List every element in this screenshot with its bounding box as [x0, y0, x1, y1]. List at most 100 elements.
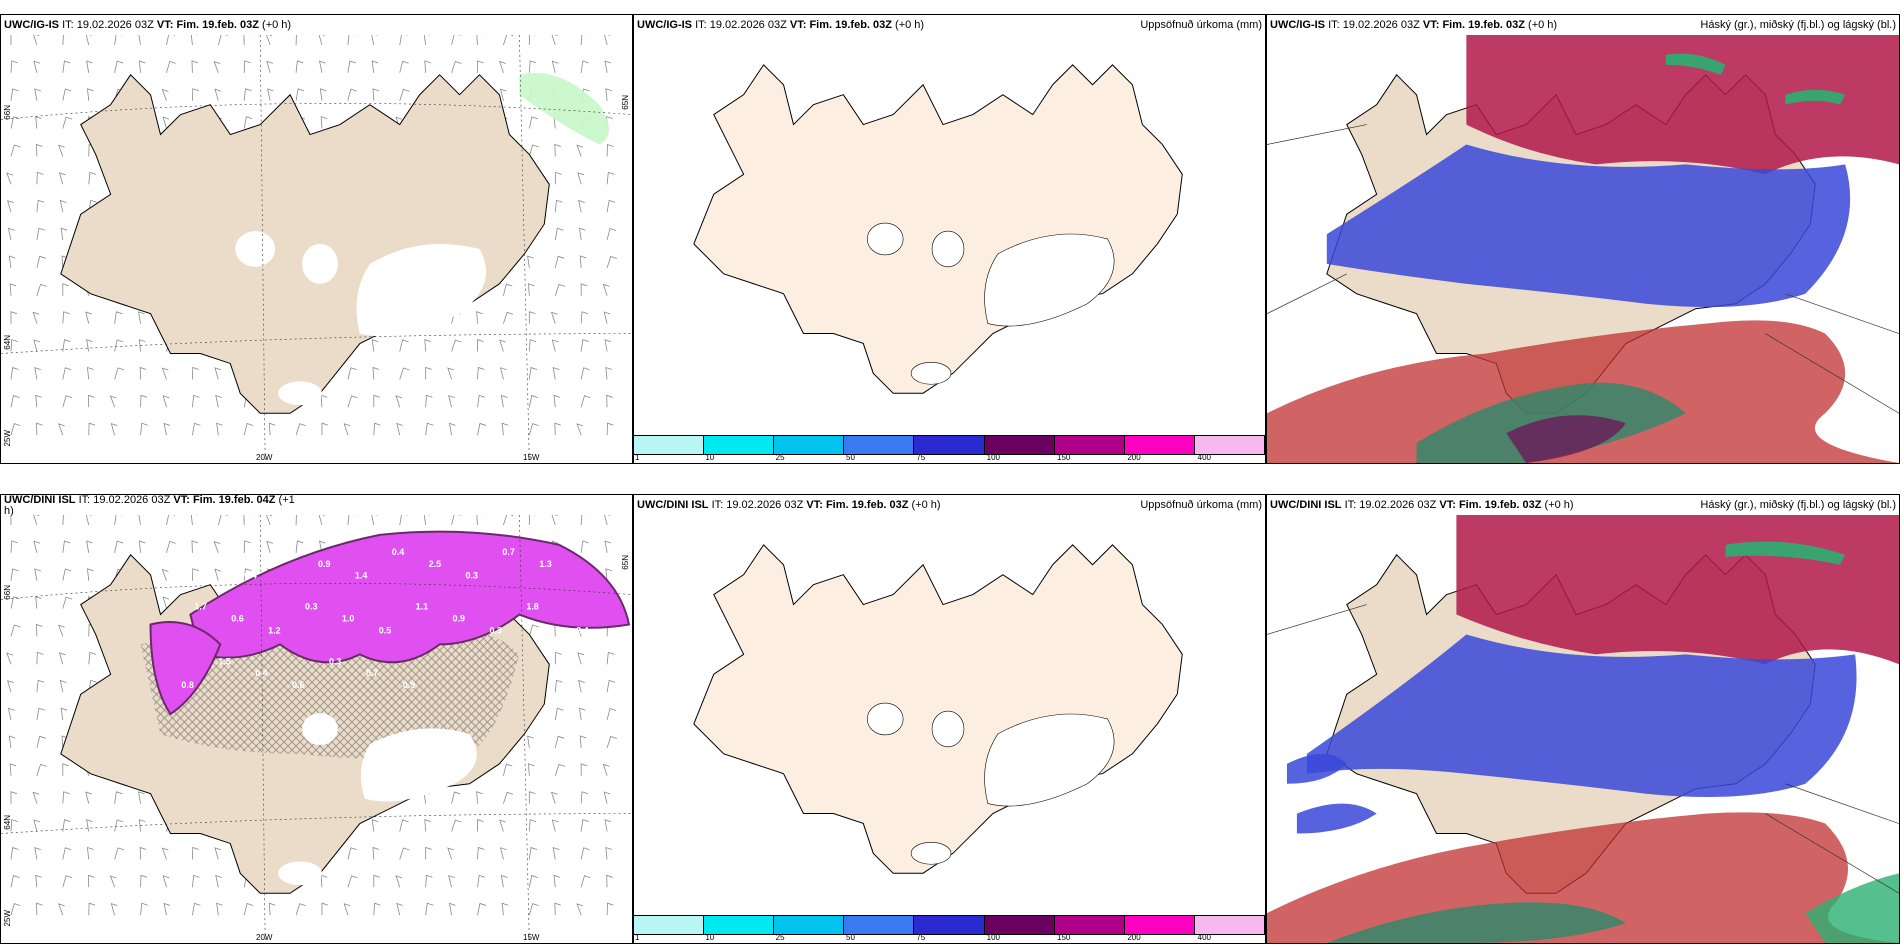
wind-barb: [191, 540, 199, 553]
wind-barb: [476, 35, 483, 45]
wind-barb: [62, 116, 73, 129]
wind-barb: [62, 311, 70, 324]
wind-barb: [606, 256, 617, 269]
precip-value-label: 0.4: [244, 571, 256, 581]
wind-barb: [606, 736, 617, 749]
wind-barb: [10, 339, 18, 352]
lat-label-right: 65N: [621, 95, 630, 110]
wind-barb: [36, 902, 43, 916]
wind-barb: [163, 902, 171, 916]
wind-barb: [343, 423, 351, 436]
wind-barb: [62, 596, 73, 609]
wind-barb: [577, 652, 584, 665]
wind-barb: [371, 35, 378, 46]
wind-barb: [35, 874, 42, 888]
wind-barb: [580, 339, 589, 352]
wind-barb: [528, 35, 536, 45]
wind-barb: [62, 763, 69, 776]
colorbar-cell: [914, 436, 985, 454]
wind-barb: [243, 568, 252, 581]
wind-barb: [451, 60, 462, 73]
panel-precip-ig-is: UWC/IG-IS IT: 19.02.2026 03Z VT: Fim. 19…: [633, 14, 1266, 464]
precip-value-label: 1.2: [268, 625, 280, 635]
colorbar-label: 150: [1057, 933, 1071, 942]
precip-value-label: 0.3: [489, 625, 501, 635]
precip-value-label: 0.6: [281, 547, 293, 557]
wind-barb: [85, 311, 92, 324]
graticule: [1, 35, 632, 463]
colorbar-label: 10: [705, 933, 715, 942]
wind-barb: [605, 366, 612, 380]
wind-barb: [448, 902, 456, 916]
wind-barb: [448, 422, 456, 436]
wind-barb: [114, 540, 124, 553]
wind-barb: [243, 540, 251, 553]
wind-barb: [424, 819, 431, 832]
wind-barb: [7, 707, 15, 721]
wind-barb: [166, 35, 176, 46]
wind-barb: [58, 903, 65, 916]
wind-barb: [161, 568, 169, 581]
wind-barb: [551, 515, 558, 526]
wind-barb: [10, 515, 17, 525]
wind-barb: [528, 339, 537, 352]
wind-barb: [36, 735, 46, 749]
precip-value-label: 0.6: [292, 680, 304, 690]
wind-barb: [499, 60, 506, 73]
wind-barb: [36, 422, 43, 436]
wind-barb: [295, 88, 305, 101]
wind-barb: [88, 171, 97, 185]
wind-barb: [36, 199, 45, 213]
panel-wind-dini: UWC/DINI ISL IT: 19.02.2026 03Z VT: Fim.…: [0, 494, 633, 944]
map-area: [1, 35, 632, 463]
lon-label-20w: 20W: [256, 933, 273, 942]
wind-barb: [606, 874, 613, 888]
wind-barb: [528, 763, 535, 776]
wind-barb: [88, 422, 96, 436]
wind-barb: [576, 903, 584, 916]
wind-barb: [576, 423, 584, 436]
wind-barb: [243, 88, 252, 101]
lat-label-64n: 64N: [3, 335, 12, 350]
panel-title: Háský (gr.), miðský (fj.bl.) og lágský (…: [1700, 499, 1896, 511]
wind-barb: [606, 679, 616, 693]
wind-barb: [58, 423, 65, 436]
wind-barb: [396, 902, 403, 916]
wind-barb: [476, 515, 483, 525]
wind-barb: [114, 60, 124, 73]
glacier-vatnajokull: [984, 713, 1115, 807]
wind-barb: [166, 60, 176, 73]
wind-barb: [295, 515, 303, 525]
wind-barb: [59, 679, 67, 693]
colorbar-cell: [1054, 916, 1125, 934]
wind-barb: [554, 679, 563, 693]
wind-barb: [554, 171, 562, 185]
colorbar-label: 25: [775, 453, 785, 462]
wind-barb: [552, 847, 560, 860]
wind-barb: [162, 596, 170, 609]
high-cloud-streak-2: [1785, 89, 1846, 105]
colorbar-cell: [1124, 436, 1195, 454]
mid-cloud-north: [1466, 35, 1899, 175]
wind-barb: [214, 568, 222, 581]
wind-barb: [501, 422, 509, 436]
wind-barb: [528, 144, 539, 157]
wind-barb: [528, 311, 536, 324]
wind-barb: [268, 422, 276, 436]
wind-barb: [9, 763, 17, 776]
precip-value-label: 0.8: [181, 680, 193, 690]
wind-barb: [528, 819, 537, 832]
wind-barb: [477, 339, 484, 352]
wind-barb: [528, 367, 538, 380]
wind-barb: [34, 88, 41, 101]
precip-value-label: 1.4: [355, 571, 367, 581]
south-cloud-mass: [1267, 812, 1899, 943]
wind-barb: [139, 366, 147, 380]
wind-barb: [62, 875, 73, 888]
wind-barb: [138, 819, 146, 832]
wind-barb: [499, 339, 506, 352]
glacier-vatnajokull: [360, 728, 477, 802]
wind-barb: [295, 540, 304, 553]
wind-barb: [451, 515, 461, 526]
wind-barb: [58, 144, 65, 157]
